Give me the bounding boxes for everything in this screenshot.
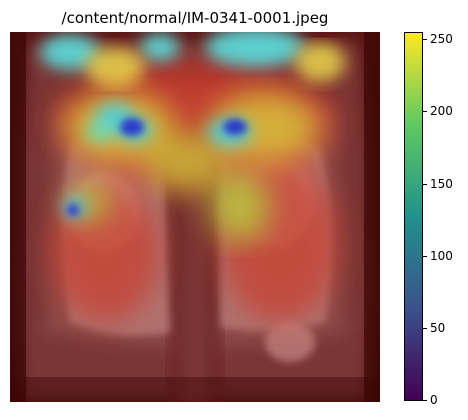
colorbar-tick [423, 39, 427, 41]
colorbar-tick-label: 100 [430, 248, 453, 263]
colorbar-tick [423, 111, 427, 113]
colorbar-tick-label: 150 [430, 176, 453, 191]
colorbar-tick-label: 0 [430, 393, 438, 407]
figure-title: /content/normal/IM-0341-0001.jpeg [61, 9, 329, 27]
colorbar [404, 32, 423, 401]
colorbar-tick-label: 250 [430, 32, 453, 47]
colorbar-tick-label: 200 [430, 104, 453, 119]
heatmap-image [10, 32, 380, 402]
colorbar-tick [423, 400, 427, 401]
colorbar-tick-label: 50 [430, 320, 446, 335]
colorbar-tick [423, 327, 427, 329]
colorbar-tick [423, 183, 427, 185]
colorbar-axis: 0 50 100 150 200 250 [423, 32, 467, 406]
colorbar-tick [423, 255, 427, 257]
